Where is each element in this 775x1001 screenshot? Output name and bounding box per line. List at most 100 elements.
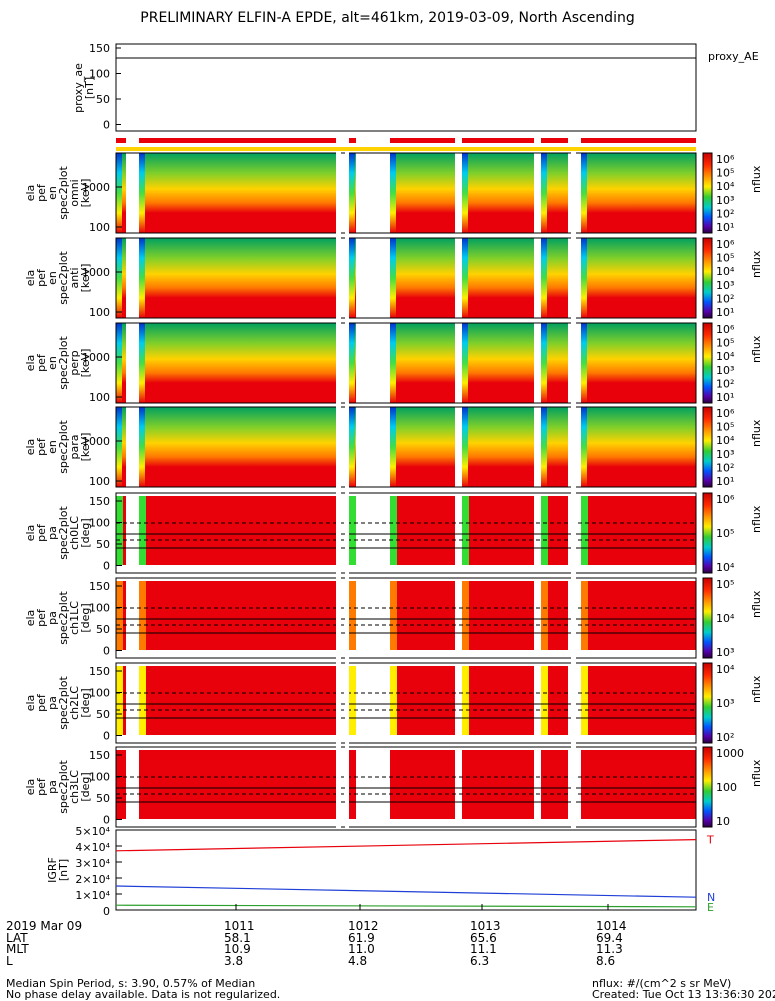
energy-panel-4-colorbar-tick: 10³ — [716, 448, 734, 461]
pitch-panel-3-ylabel: elapefpaspec2plotch2LC[deg] — [24, 676, 92, 730]
status-bar-segment — [541, 138, 568, 143]
energy-panel-3-segment-edge — [349, 323, 355, 403]
xaxis-row-value: 11.0 — [348, 942, 375, 956]
pitch-panel-2-segment-edge — [390, 581, 397, 650]
xaxis-row-name: LAT — [6, 930, 28, 945]
energy-panel-1-frame — [115, 152, 697, 234]
pitch-panel-1-segment-edge — [349, 496, 356, 565]
energy-panel-3-segment-edge — [462, 323, 468, 403]
pitch-panel-2-segment — [581, 581, 696, 650]
energy-panel-2-segment-edge — [581, 238, 587, 318]
chart-title: PRELIMINARY ELFIN-A EPDE, alt=461km, 201… — [140, 10, 635, 26]
energy-panel-2-segment-edge — [116, 238, 122, 318]
pitch-panel-4-tick-label: 0 — [103, 814, 110, 827]
pitch-panel-3-segment-edge — [116, 666, 123, 735]
xaxis-row-value: 69.4 — [596, 930, 623, 945]
pitch-panel-4-colorbar-tick: 1000 — [716, 747, 744, 760]
pitch-panel-4-colorbar-tick: 100 — [716, 781, 737, 794]
proxy-ae-ylabel: proxy_ae[nT] — [72, 63, 96, 113]
energy-panel-1-ylabel: elapefenspec2plotomni[keV] — [24, 166, 92, 220]
pitch-panel-2-segment — [390, 581, 455, 650]
energy-panel-2-colorbar-tick: 10⁶ — [716, 238, 735, 251]
energy-panel-4-ylabel: elapefenspec2plotpara[keV] — [24, 420, 92, 474]
energy-panel-3-segment — [581, 323, 696, 403]
energy-panel-4-segment — [390, 407, 455, 487]
pitch-panel-1-segment — [581, 496, 696, 565]
energy-panel-1-segment-edge — [541, 153, 547, 233]
status-bar-segment — [349, 138, 356, 143]
energy-panel-2-colorbar-tick: 10⁵ — [716, 252, 734, 265]
energy-panel-4-colorbar — [702, 406, 713, 488]
energy-panel-3-segment-edge — [581, 323, 587, 403]
igrf-tick-label: 3×10⁴ — [75, 857, 110, 870]
pitch-panel-3-segment — [139, 666, 336, 735]
xaxis-row-value: 11.3 — [596, 942, 623, 956]
pitch-panel-3-segment-edge — [390, 666, 397, 735]
energy-panel-2-colorbar-label: nflux — [750, 250, 763, 278]
xaxis-row-value: 61.9 — [348, 930, 375, 945]
energy-panel-1-colorbar-tick: 10² — [716, 207, 734, 220]
pitch-panel-4-segment-edge — [390, 750, 397, 819]
energy-panel-4-segment — [139, 407, 336, 487]
xaxis-row-value: 65.6 — [470, 930, 497, 945]
pitch-panel-3-colorbar-tick: 10⁴ — [716, 663, 735, 676]
igrf-tick-label: 5×10⁴ — [75, 825, 110, 838]
pitch-panel-1-segment-edge — [462, 496, 469, 565]
pitch-panel-2-segment-edge — [116, 581, 123, 650]
pitch-panel-3-segment — [462, 666, 534, 735]
igrf-series-E — [115, 904, 697, 908]
pitch-panel-2-tick-label: 100 — [89, 602, 110, 615]
energy-panel-2-colorbar-tick: 10² — [716, 292, 734, 305]
igrf-series-N — [115, 885, 697, 898]
pitch-panel-3-segment-edge — [462, 666, 469, 735]
data-gap — [345, 152, 349, 828]
energy-panel-4-segment-edge — [139, 407, 145, 487]
igrf-series-T — [115, 839, 697, 852]
energy-panel-3-colorbar-label: nflux — [750, 335, 763, 363]
energy-panel-3-segment-edge — [116, 323, 122, 403]
pitch-panel-3-colorbar-tick: 10³ — [716, 697, 734, 710]
pitch-panel-3-tick-label: 100 — [89, 687, 110, 700]
energy-panel-4-colorbar-label: nflux — [750, 419, 763, 447]
pitch-panel-2-colorbar-tick: 10⁴ — [716, 612, 735, 625]
pitch-panel-4-segment-edge — [462, 750, 469, 819]
pitch-panel-2-segment-edge — [462, 581, 469, 650]
pitch-panel-2-segment-edge — [139, 581, 146, 650]
energy-panel-4-tick-label: 100 — [89, 475, 110, 488]
proxy-ae-tick-label: 100 — [89, 68, 110, 81]
energy-panel-3-colorbar-tick: 10⁴ — [716, 350, 735, 363]
energy-panel-3-colorbar-tick: 10³ — [716, 364, 734, 377]
energy-panel-1-tick-label: 1000 — [82, 181, 110, 194]
energy-panel-1-segment-edge — [139, 153, 145, 233]
pitch-panel-3-segment-edge — [349, 666, 356, 735]
pitch-panel-4-segment-edge — [116, 750, 123, 819]
pitch-panel-3-segment — [390, 666, 455, 735]
energy-panel-2-frame — [115, 237, 697, 319]
energy-panel-3-segment-edge — [390, 323, 396, 403]
igrf-tick-label: 2×10⁴ — [75, 873, 110, 886]
energy-panel-1-colorbar-tick: 10³ — [716, 194, 734, 207]
energy-panel-2-segment-edge — [390, 238, 396, 318]
footer-left-2: No phase delay available. Data is not re… — [6, 988, 281, 1001]
status-bar-segment — [390, 138, 455, 143]
energy-panel-3-colorbar — [702, 322, 713, 404]
energy-panel-4-tick-label: 1000 — [82, 435, 110, 448]
pitch-panel-4-segment — [139, 750, 336, 819]
pitch-panel-1-segment — [462, 496, 534, 565]
pitch-panel-3-colorbar — [702, 662, 713, 744]
pitch-panel-2-colorbar-label: nflux — [750, 590, 763, 618]
energy-panel-2-tick-label: 1000 — [82, 266, 110, 279]
pitch-panel-2-segment-edge — [349, 581, 356, 650]
energy-panel-1-segment-edge — [390, 153, 396, 233]
pitch-panel-1-segment-edge — [581, 496, 588, 565]
xaxis-row-name: L — [6, 953, 13, 968]
energy-panel-1-colorbar-tick: 10⁶ — [716, 153, 735, 166]
energy-panel-4-colorbar-tick: 10² — [716, 461, 734, 474]
energy-panel-2-segment-edge — [541, 238, 547, 318]
pitch-panel-3-segment-edge — [139, 666, 146, 735]
xaxis-row-value: 10.9 — [224, 942, 251, 956]
pitch-panel-2-colorbar-tick: 10⁵ — [716, 578, 734, 591]
pitch-panel-3-frame — [115, 662, 697, 744]
igrf-frame — [115, 829, 697, 911]
energy-panel-4-segment — [462, 407, 534, 487]
